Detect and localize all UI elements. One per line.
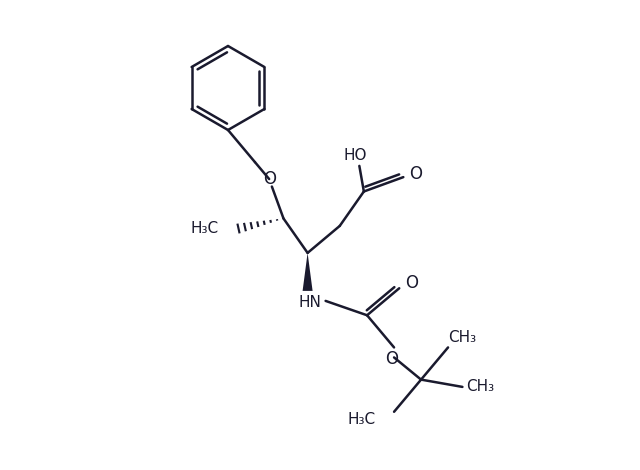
Text: O: O	[385, 351, 399, 368]
Text: O: O	[262, 170, 276, 188]
Text: CH₃: CH₃	[467, 379, 495, 394]
Text: HO: HO	[344, 149, 367, 164]
Text: O: O	[404, 274, 418, 292]
Text: H₃C: H₃C	[190, 221, 218, 236]
Text: CH₃: CH₃	[448, 330, 476, 345]
Text: O: O	[409, 165, 422, 183]
Polygon shape	[303, 253, 312, 291]
Text: H₃C: H₃C	[348, 412, 376, 427]
Text: HN: HN	[298, 296, 321, 310]
